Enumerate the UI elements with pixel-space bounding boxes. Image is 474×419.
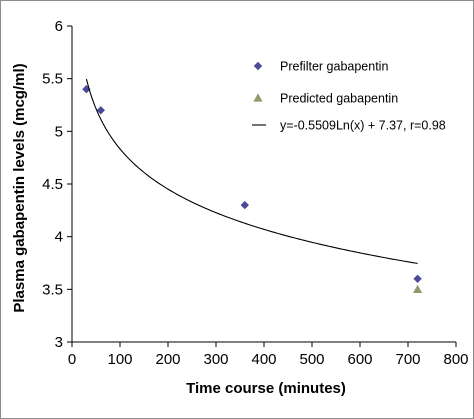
x-tick-label: 300 [203,351,228,368]
prefilter-point [240,200,249,210]
x-tick-label: 600 [347,351,372,368]
trendline [85,78,418,265]
x-tick-label: 500 [299,351,324,368]
legend-triangle-symbol [253,93,263,102]
prefilter-point [96,106,105,115]
axes: 3 3.5 4 4.5 5 5.5 6 0 100 200 300 400 500 600 700 800 [42,18,468,368]
legend: Prefilter gabapentin Predicted gabapentin… [252,60,446,133]
legend-diamond-symbol [253,61,263,71]
y-tick-label: 4 [55,229,63,246]
y-tick-label: 6 [55,18,63,35]
y-axis-label: Plasma gabapentin levels (mcg/ml) [11,63,28,312]
y-tick-label: 4.5 [42,176,63,193]
predicted-point [413,284,423,294]
y-tick-label: 5.5 [42,71,63,88]
x-tick-label: 200 [155,351,180,368]
x-tick-label: 700 [395,351,420,368]
marks [82,78,423,294]
x-tick-label: 0 [68,351,76,368]
x-tick-label: 100 [107,351,132,368]
legend-label: Predicted gabapentin [280,92,398,106]
x-tick-label: 800 [443,351,468,368]
x-tick-label: 400 [251,351,276,368]
legend-label: y=-0.5509Ln(x) + 7.37, r=0.98 [280,119,446,133]
y-tick-label: 5 [55,123,63,140]
x-axis-label: Time course (minutes) [186,380,346,397]
prefilter-point [413,274,422,283]
y-tick-label: 3 [55,334,63,351]
y-tick-label: 3.5 [42,281,63,298]
legend-label: Prefilter gabapentin [280,60,388,74]
